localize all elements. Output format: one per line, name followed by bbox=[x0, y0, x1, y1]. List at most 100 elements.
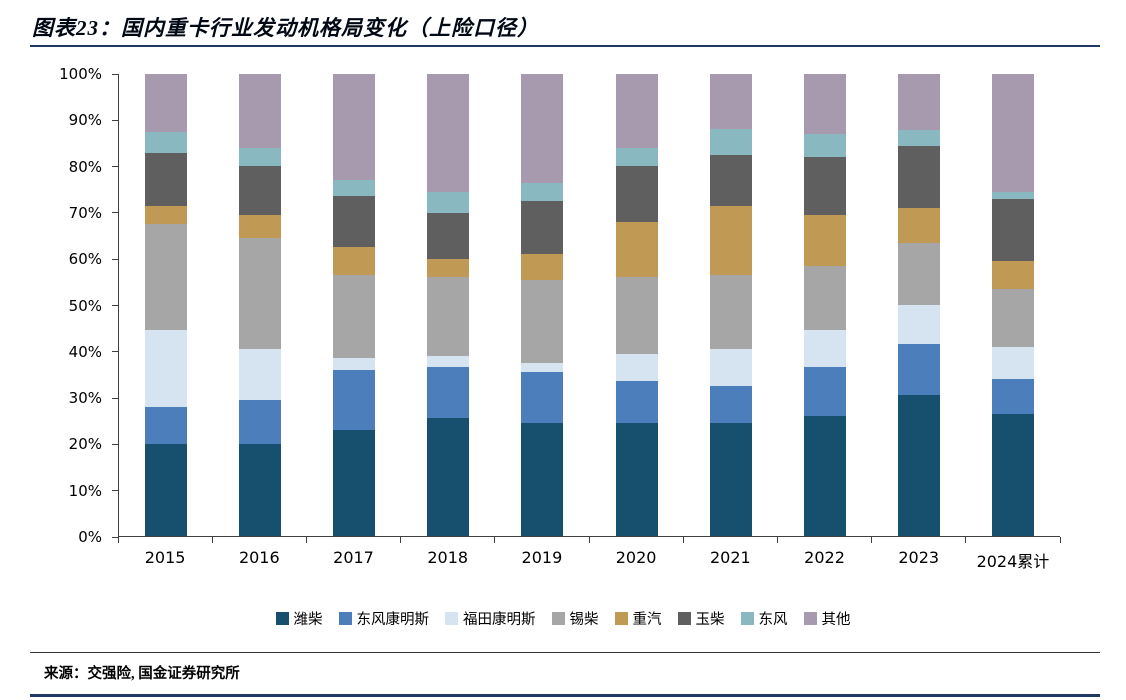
bar-segment bbox=[427, 367, 470, 419]
legend-swatch bbox=[803, 612, 817, 625]
y-tick-mark bbox=[112, 351, 118, 353]
bar-segment bbox=[239, 399, 282, 444]
y-tick-label: 70% bbox=[68, 203, 102, 222]
bar-segment bbox=[897, 208, 940, 243]
bar-segment bbox=[803, 367, 846, 416]
bar-segment bbox=[145, 74, 188, 132]
bar-segment bbox=[897, 74, 940, 130]
legend-swatch bbox=[740, 612, 754, 625]
x-tick-mark bbox=[494, 537, 496, 543]
bar-segment bbox=[521, 372, 564, 423]
x-tick-mark bbox=[400, 537, 402, 543]
bar-segment bbox=[897, 344, 940, 396]
bar-segment bbox=[615, 166, 658, 222]
y-tick-label: 0% bbox=[78, 528, 102, 546]
bar-segment bbox=[991, 413, 1034, 536]
y-tick-label: 60% bbox=[68, 250, 102, 269]
bar-segment bbox=[145, 131, 188, 153]
legend-item: 潍柴 bbox=[275, 608, 323, 629]
x-tick-label: 2016 bbox=[238, 548, 280, 567]
bar-segment bbox=[239, 166, 282, 215]
bar-segment bbox=[145, 152, 188, 206]
legend-label: 重汽 bbox=[632, 612, 662, 628]
category-slot bbox=[119, 74, 213, 536]
stacked-bar bbox=[709, 74, 752, 536]
x-axis-labels: 2015 2016 2017 2018 2019 2020 2021 2022 2023 2024… bbox=[118, 548, 1060, 572]
bar-segment bbox=[709, 154, 752, 206]
bar-segment bbox=[333, 275, 376, 359]
y-tick-mark bbox=[112, 212, 118, 214]
x-tick-mark bbox=[211, 537, 213, 543]
stacked-bar bbox=[897, 74, 940, 536]
bar-segment bbox=[427, 74, 470, 192]
x-tick-label: 2017 bbox=[333, 548, 374, 567]
figure-title: 图表23：国内重卡行业发动机格局变化（上险口径） bbox=[32, 16, 539, 40]
x-axis-ticks bbox=[117, 537, 1061, 543]
legend-item: 玉柴 bbox=[677, 608, 725, 629]
bar-segment bbox=[991, 261, 1034, 289]
bar-segment bbox=[803, 415, 846, 536]
x-tick-mark bbox=[871, 537, 873, 543]
bar-segment bbox=[991, 74, 1034, 192]
bar-segment bbox=[709, 348, 752, 386]
legend-label: 东风 bbox=[758, 612, 788, 628]
bar-segment bbox=[615, 74, 658, 148]
category-slot bbox=[213, 74, 307, 536]
bar-segment bbox=[991, 191, 1034, 199]
legend-label: 锡柴 bbox=[569, 612, 599, 628]
y-tick-mark bbox=[112, 166, 118, 168]
bar-segment bbox=[521, 254, 564, 280]
legend-label: 福田康明斯 bbox=[463, 612, 536, 628]
y-tick-label: 40% bbox=[68, 342, 102, 361]
bar-segment bbox=[333, 196, 376, 248]
bar-segment bbox=[615, 422, 658, 536]
category-slot bbox=[401, 74, 495, 536]
bar-segment bbox=[803, 265, 846, 331]
bar-segment bbox=[803, 134, 846, 158]
legend-label: 其他 bbox=[821, 612, 851, 628]
y-tick-label: 100% bbox=[59, 65, 102, 83]
bar-segment bbox=[333, 247, 376, 275]
bar-segment bbox=[145, 224, 188, 331]
y-tick-mark bbox=[112, 443, 118, 445]
legend-item: 其他 bbox=[803, 608, 851, 629]
x-tick-mark bbox=[117, 537, 119, 543]
bar-segment bbox=[239, 147, 282, 167]
x-tick-mark bbox=[305, 537, 307, 543]
legend-label: 东风康明斯 bbox=[356, 612, 430, 628]
bar-segment bbox=[427, 355, 470, 368]
bar-segment bbox=[803, 214, 846, 266]
x-tick-label: 2022 bbox=[804, 548, 845, 567]
stacked-bar bbox=[333, 74, 376, 536]
legend-swatch bbox=[275, 612, 289, 625]
category-slot bbox=[872, 74, 966, 536]
stacked-bar bbox=[521, 74, 564, 536]
category-slot bbox=[778, 74, 872, 536]
bar-segment bbox=[803, 330, 846, 368]
bar-segment bbox=[427, 418, 470, 536]
category-slot bbox=[495, 74, 589, 536]
bar-segment bbox=[521, 279, 564, 363]
bottom-border-rule bbox=[30, 694, 1100, 697]
y-tick-mark bbox=[112, 490, 118, 492]
bar-segment bbox=[897, 242, 940, 306]
bar-segment bbox=[521, 74, 564, 183]
bar-segment bbox=[615, 147, 658, 167]
source-divider-rule bbox=[30, 652, 1100, 653]
x-tick-label: 2018 bbox=[427, 548, 469, 567]
bar-segment bbox=[709, 275, 752, 349]
bar-segment bbox=[333, 180, 376, 197]
legend-item: 锡柴 bbox=[551, 608, 599, 629]
y-tick-mark bbox=[112, 536, 118, 538]
legend-item: 东风康明斯 bbox=[338, 608, 430, 629]
x-tick-mark bbox=[965, 537, 967, 543]
y-tick-mark bbox=[112, 397, 118, 399]
legend-swatch bbox=[614, 612, 628, 625]
bar-segment bbox=[521, 182, 564, 202]
bar-segment bbox=[239, 214, 282, 239]
bar-segment bbox=[145, 205, 188, 225]
category-slot bbox=[684, 74, 778, 536]
bar-segment bbox=[709, 129, 752, 155]
x-tick-label: 2020 bbox=[615, 548, 657, 567]
